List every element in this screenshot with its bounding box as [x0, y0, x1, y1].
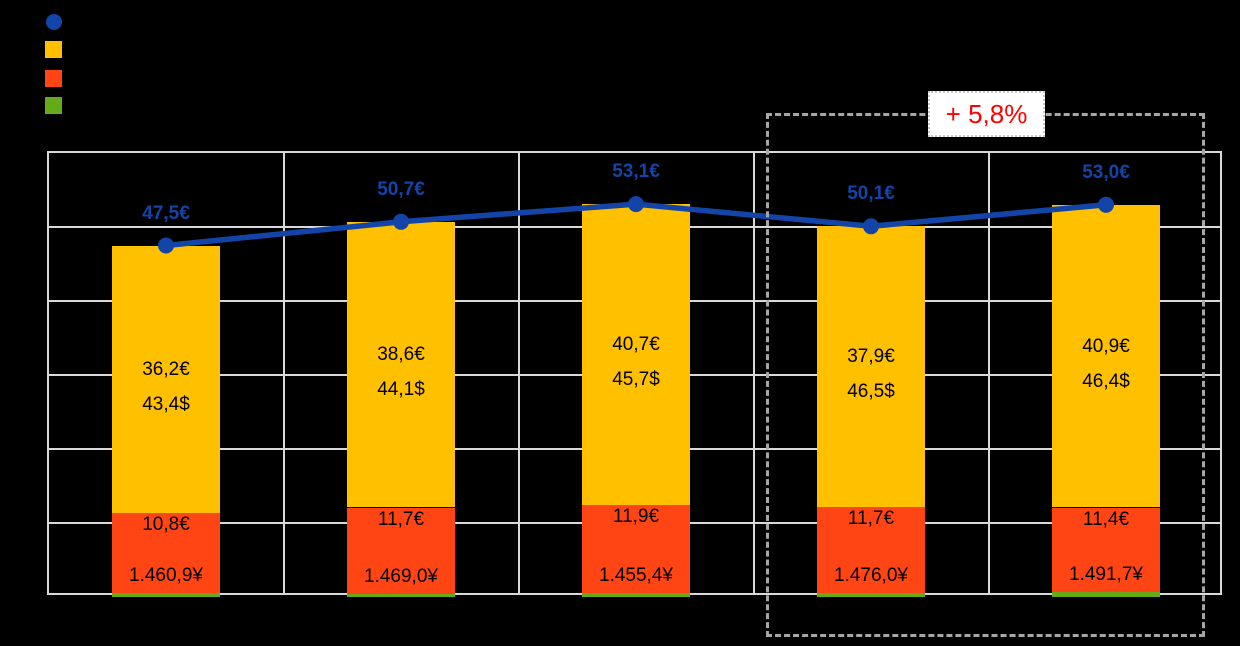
gridline-vertical — [518, 153, 520, 593]
bar-2-label-yellow-eur: 38,6€ — [377, 344, 425, 366]
gridline-vertical — [988, 153, 990, 593]
chart-legend — [0, 0, 200, 130]
bar-1-segment-yellow — [112, 245, 220, 514]
legend-marker-segment-yellow — [45, 41, 62, 58]
bar-2-segment-yellow — [347, 221, 455, 508]
bar-2-segment-orange — [347, 507, 455, 595]
legend-marker-segment-green — [45, 97, 62, 114]
bar-4-label-yellow-usd: 46,5$ — [847, 381, 895, 402]
line-total-label-4: 50,1€ — [847, 183, 895, 205]
bar-3-label-orange-jpy: 1.455,4¥ — [599, 565, 673, 587]
bar-2-label-orange-jpy: 1.469,0¥ — [364, 566, 438, 587]
bar-4-segment-green — [817, 593, 925, 597]
bar-4-segment-orange — [817, 506, 925, 594]
line-total-label-2: 50,7€ — [377, 178, 425, 200]
gridline-vertical — [283, 153, 285, 593]
bar-1-label-orange-jpy: 1.460,9¥ — [129, 565, 203, 587]
bar-3-segment-green — [582, 593, 690, 597]
bar-4-label-orange-eur: 11,7€ — [847, 507, 895, 529]
bar-5-segment-green — [1052, 591, 1160, 597]
bar-3-label-yellow-eur: 40,7€ — [612, 334, 660, 356]
bar-2-label-yellow-usd: 44,1$ — [377, 379, 425, 401]
bar-1-segment-green — [112, 593, 220, 597]
bar-2-label-orange-eur: 11,7€ — [377, 508, 425, 530]
bar-3-label-orange-eur: 11,9€ — [612, 506, 660, 528]
bar-4-label-orange-jpy: 1.476,0¥ — [834, 565, 908, 587]
line-total-label-3: 53,1€ — [612, 161, 660, 183]
bar-5-label-orange-eur: 11,4€ — [1082, 508, 1130, 530]
bar-3-segment-yellow — [582, 204, 690, 506]
growth-annotation-label: + 5,8% — [945, 99, 1028, 129]
growth-annotation-box: + 5,8% — [928, 91, 1045, 137]
bar-4-label-yellow-eur: 37,9€ — [847, 346, 895, 367]
bar-1-segment-orange — [112, 513, 220, 594]
bar-2-segment-green — [347, 594, 455, 597]
bar-5-label-orange-jpy: 1.491,7¥ — [1069, 563, 1143, 585]
legend-marker-segment-orange — [45, 70, 62, 87]
bar-1-label-yellow-eur: 36,2€ — [142, 358, 190, 380]
bar-5-label-yellow-eur: 40,9€ — [1082, 335, 1130, 357]
bar-1-label-orange-eur: 10,8€ — [142, 514, 190, 536]
bar-3-label-yellow-usd: 45,7$ — [612, 369, 660, 391]
bar-5-segment-yellow — [1052, 204, 1160, 508]
bar-1-label-yellow-usd: 43,4$ — [142, 393, 190, 415]
bar-4-segment-yellow — [817, 226, 925, 507]
line-total-label-5: 53,0€ — [1082, 161, 1130, 183]
bar-5-segment-orange — [1052, 507, 1160, 592]
gridline-vertical — [753, 153, 755, 593]
legend-marker-total-line-icon — [46, 14, 62, 30]
line-total-label-1: 47,5€ — [142, 202, 190, 224]
bar-5-label-yellow-usd: 46,4$ — [1082, 370, 1130, 392]
forecast-highlight-box — [766, 113, 1205, 637]
bar-3-segment-orange — [582, 505, 690, 594]
